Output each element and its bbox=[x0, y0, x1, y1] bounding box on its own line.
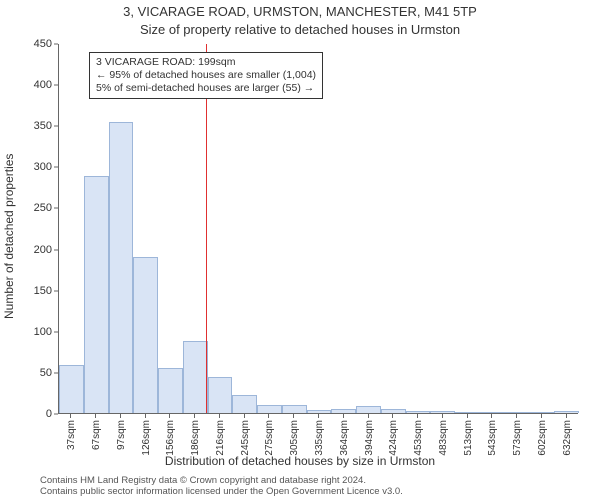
x-tick-mark bbox=[194, 414, 195, 418]
y-tick-mark bbox=[54, 85, 58, 86]
y-tick-label: 400 bbox=[0, 79, 58, 91]
y-tick-mark bbox=[54, 331, 58, 332]
x-tick-mark bbox=[368, 414, 369, 418]
footer-line-2: Contains public sector information licen… bbox=[40, 487, 403, 498]
y-tick-label: 150 bbox=[0, 285, 58, 297]
annotation-line: ← 95% of detached houses are smaller (1,… bbox=[96, 69, 316, 82]
histogram-bar bbox=[232, 395, 257, 413]
histogram-bar bbox=[505, 412, 530, 413]
x-tick-label: 126sqm bbox=[141, 420, 152, 456]
annotation-box: 3 VICARAGE ROAD: 199sqm← 95% of detached… bbox=[89, 52, 323, 99]
x-tick-mark bbox=[219, 414, 220, 418]
y-tick-mark bbox=[54, 208, 58, 209]
y-tick-label: 100 bbox=[0, 326, 58, 338]
histogram-bar bbox=[208, 377, 233, 413]
x-tick-label: 275sqm bbox=[264, 420, 275, 456]
x-tick-label: 67sqm bbox=[91, 420, 102, 450]
histogram-bar bbox=[406, 411, 431, 413]
chart-footer: Contains HM Land Registry data © Crown c… bbox=[40, 476, 403, 498]
annotation-line: 3 VICARAGE ROAD: 199sqm bbox=[96, 56, 316, 69]
x-tick-label: 424sqm bbox=[388, 420, 399, 456]
y-tick-mark bbox=[54, 126, 58, 127]
x-tick-label: 216sqm bbox=[215, 420, 226, 456]
histogram-bar bbox=[257, 405, 282, 413]
histogram-bar bbox=[430, 411, 455, 413]
x-tick-label: 305sqm bbox=[289, 420, 300, 456]
histogram-bar bbox=[59, 365, 84, 413]
y-tick-label: 300 bbox=[0, 161, 58, 173]
x-tick-mark bbox=[169, 414, 170, 418]
x-tick-mark bbox=[392, 414, 393, 418]
x-tick-label: 602sqm bbox=[537, 420, 548, 456]
y-tick-label: 250 bbox=[0, 202, 58, 214]
chart-title-sub: Size of property relative to detached ho… bbox=[0, 22, 600, 37]
y-tick-label: 350 bbox=[0, 120, 58, 132]
x-tick-label: 245sqm bbox=[240, 420, 251, 456]
x-tick-mark bbox=[120, 414, 121, 418]
histogram-bar bbox=[109, 122, 134, 413]
histogram-bar bbox=[133, 257, 158, 413]
x-tick-label: 453sqm bbox=[413, 420, 424, 456]
histogram-bar bbox=[381, 409, 406, 413]
x-tick-mark bbox=[417, 414, 418, 418]
x-tick-mark bbox=[268, 414, 269, 418]
histogram-bar bbox=[307, 410, 332, 413]
annotation-line: 5% of semi-detached houses are larger (5… bbox=[96, 82, 316, 95]
histogram-bar bbox=[158, 368, 183, 413]
x-tick-mark bbox=[491, 414, 492, 418]
y-tick-mark bbox=[54, 249, 58, 250]
y-tick-label: 450 bbox=[0, 38, 58, 50]
y-tick-mark bbox=[54, 290, 58, 291]
y-tick-mark bbox=[54, 372, 58, 373]
x-tick-mark bbox=[293, 414, 294, 418]
x-tick-mark bbox=[70, 414, 71, 418]
histogram-bar bbox=[455, 412, 480, 413]
x-axis-label: Distribution of detached houses by size … bbox=[0, 454, 600, 468]
x-tick-mark bbox=[566, 414, 567, 418]
x-tick-label: 335sqm bbox=[314, 420, 325, 456]
histogram-bar bbox=[554, 411, 579, 413]
x-tick-label: 364sqm bbox=[339, 420, 350, 456]
histogram-bar bbox=[480, 412, 505, 413]
chart-root: 3, VICARAGE ROAD, URMSTON, MANCHESTER, M… bbox=[0, 0, 600, 500]
x-tick-label: 394sqm bbox=[364, 420, 375, 456]
y-tick-label: 50 bbox=[0, 367, 58, 379]
x-tick-label: 513sqm bbox=[463, 420, 474, 456]
y-tick-label: 200 bbox=[0, 244, 58, 256]
histogram-bar bbox=[356, 406, 381, 413]
x-tick-label: 543sqm bbox=[487, 420, 498, 456]
x-tick-mark bbox=[541, 414, 542, 418]
y-tick-mark bbox=[54, 167, 58, 168]
histogram-bar bbox=[331, 409, 356, 413]
y-tick-mark bbox=[54, 44, 58, 45]
x-tick-mark bbox=[95, 414, 96, 418]
x-tick-label: 483sqm bbox=[438, 420, 449, 456]
x-tick-mark bbox=[145, 414, 146, 418]
x-tick-label: 37sqm bbox=[66, 420, 77, 450]
y-tick-label: 0 bbox=[0, 408, 58, 420]
x-tick-label: 632sqm bbox=[562, 420, 573, 456]
histogram-bar bbox=[529, 412, 554, 413]
x-tick-label: 186sqm bbox=[190, 420, 201, 456]
x-tick-mark bbox=[516, 414, 517, 418]
y-tick-mark bbox=[54, 414, 58, 415]
x-tick-label: 97sqm bbox=[116, 420, 127, 450]
x-tick-mark bbox=[244, 414, 245, 418]
histogram-bar bbox=[282, 405, 307, 413]
histogram-bar bbox=[84, 176, 109, 413]
x-tick-mark bbox=[467, 414, 468, 418]
x-tick-mark bbox=[343, 414, 344, 418]
plot-area: 3 VICARAGE ROAD: 199sqm← 95% of detached… bbox=[58, 44, 578, 414]
histogram-bar bbox=[183, 341, 208, 413]
x-tick-label: 573sqm bbox=[512, 420, 523, 456]
x-tick-label: 156sqm bbox=[165, 420, 176, 456]
chart-title-main: 3, VICARAGE ROAD, URMSTON, MANCHESTER, M… bbox=[0, 4, 600, 19]
x-tick-mark bbox=[318, 414, 319, 418]
x-tick-mark bbox=[442, 414, 443, 418]
